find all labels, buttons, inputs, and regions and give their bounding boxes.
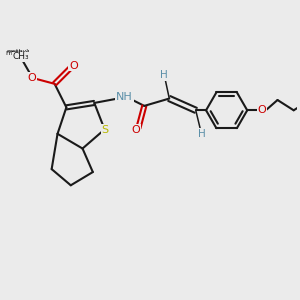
Text: H: H: [198, 129, 206, 139]
Text: O: O: [258, 105, 266, 115]
Text: O: O: [132, 125, 140, 135]
Text: methyl: methyl: [6, 49, 28, 54]
Text: O: O: [69, 61, 78, 70]
Text: O: O: [28, 73, 36, 83]
Text: methyl: methyl: [5, 50, 29, 56]
Text: H: H: [160, 70, 167, 80]
Text: NH: NH: [116, 92, 133, 102]
Text: S: S: [102, 125, 109, 135]
Text: CH₃: CH₃: [13, 52, 29, 61]
